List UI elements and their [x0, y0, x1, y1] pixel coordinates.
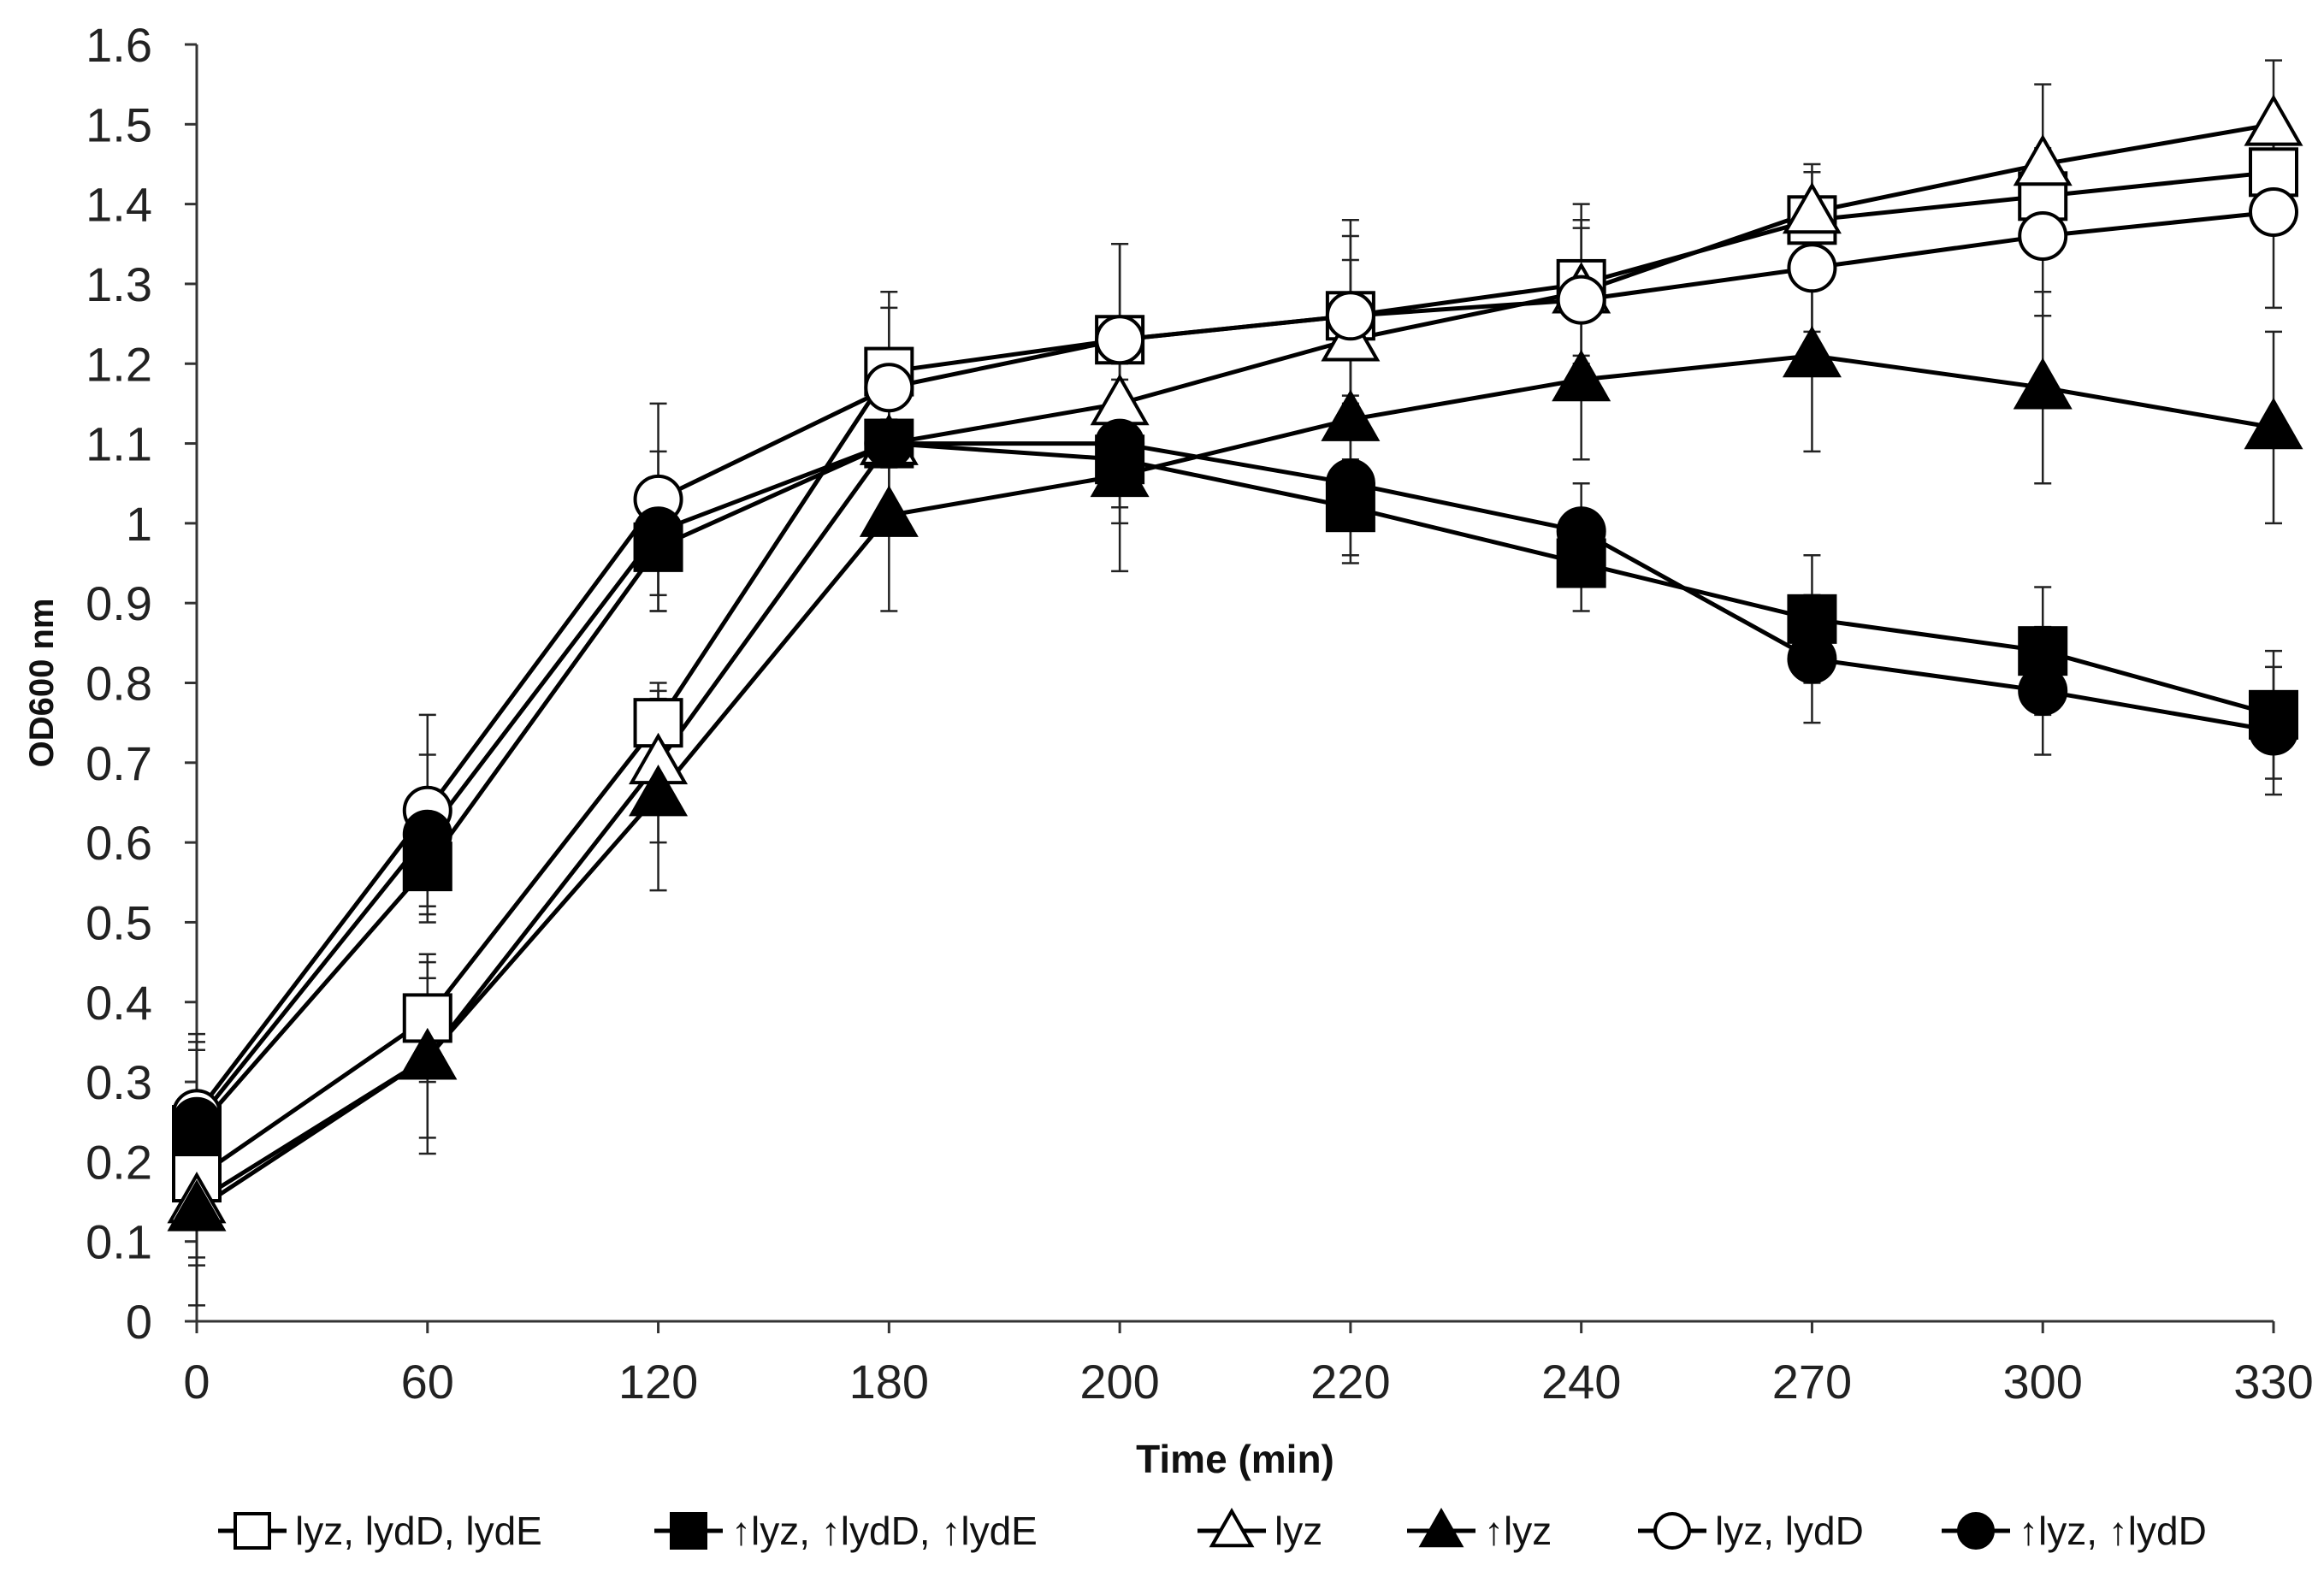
y-tick-label: 1.5 — [86, 97, 152, 151]
data-point-marker — [1787, 243, 1837, 293]
x-axis-title: Time (min) — [1136, 1437, 1334, 1481]
chart-ticks: 0 0.1 0.2 0.3 0.4 0.5 0.6 0.7 0.8 0.9 1 1.1 1.2 1.3 1.… — [86, 18, 2314, 1409]
y-tick-label: 0.3 — [86, 1055, 152, 1109]
x-tick-label: 200 — [1079, 1355, 1159, 1409]
legend-marker — [670, 1512, 707, 1550]
legend-item: ↑lyz, ↑lydD — [1942, 1509, 2207, 1553]
data-point-marker — [1556, 506, 1606, 557]
y-tick-label: 0.1 — [86, 1215, 152, 1269]
data-point-marker — [2249, 706, 2298, 756]
legend-item: ↑lyz — [1407, 1507, 1552, 1553]
data-point-marker — [2244, 397, 2303, 450]
legend-marker — [234, 1512, 271, 1550]
data-point-marker — [1095, 418, 1145, 469]
x-tick-label: 220 — [1310, 1355, 1390, 1409]
data-point-marker — [167, 1179, 227, 1231]
legend-marker — [1653, 1512, 1691, 1550]
legend-marker — [1209, 1507, 1255, 1548]
chart-legend: lyz, lydD, lydE ↑lyz, ↑lydD, ↑lydE lyz ↑lyz… — [218, 1507, 2207, 1553]
data-point-marker — [1325, 291, 1375, 341]
x-tick-label: 270 — [1772, 1355, 1852, 1409]
x-tick-label: 180 — [849, 1355, 929, 1409]
y-tick-label: 1.1 — [86, 417, 152, 471]
data-point-marker — [2018, 665, 2068, 716]
data-point-marker — [2013, 357, 2073, 410]
data-point-marker — [172, 1096, 222, 1147]
data-point-marker — [1321, 389, 1381, 441]
legend-item: ↑lyz, ↑lydD, ↑lydE — [654, 1509, 1038, 1553]
chart-markers — [167, 94, 2303, 1231]
legend-item: lyz — [1197, 1507, 1322, 1553]
chart-series-lines — [195, 121, 2274, 1212]
data-point-marker — [402, 993, 452, 1043]
legend-label: ↑lyz, ↑lydD, ↑lydE — [731, 1509, 1038, 1553]
y-tick-label: 0.4 — [86, 976, 152, 1030]
data-point-marker — [1095, 315, 1145, 365]
y-tick-label: 0.9 — [86, 576, 152, 630]
data-point-marker — [633, 506, 683, 557]
data-point-marker — [1552, 349, 1611, 402]
y-axis-title: OD600 nm — [23, 599, 61, 768]
series-line — [195, 169, 2274, 1180]
y-tick-label: 1.2 — [86, 337, 152, 391]
data-point-marker — [402, 809, 452, 859]
legend-item: lyz, lydD — [1638, 1509, 1864, 1553]
legend-label: lyz — [1274, 1509, 1322, 1553]
y-tick-label: 1 — [126, 497, 152, 551]
data-point-marker — [864, 363, 914, 413]
y-tick-label: 0 — [126, 1295, 152, 1349]
data-point-marker — [1782, 181, 1842, 234]
legend-marker — [1957, 1512, 1995, 1550]
y-tick-label: 0.6 — [86, 816, 152, 870]
legend-label: ↑lyz, ↑lydD — [2019, 1509, 2207, 1553]
x-tick-label: 330 — [2233, 1355, 2313, 1409]
data-point-marker — [1787, 634, 1837, 684]
data-point-marker — [859, 485, 919, 537]
x-tick-label: 0 — [183, 1355, 210, 1409]
data-point-marker — [629, 765, 689, 817]
legend-label: lyz, lydD, lydE — [295, 1509, 542, 1553]
legend-label: lyz, lydD — [1715, 1509, 1864, 1553]
data-point-marker — [2013, 133, 2073, 186]
legend-marker — [1418, 1507, 1464, 1548]
data-point-marker — [1782, 325, 1842, 378]
data-point-marker — [2249, 186, 2298, 237]
y-tick-label: 0.5 — [86, 895, 152, 949]
y-tick-label: 1.4 — [86, 178, 152, 232]
x-tick-label: 60 — [401, 1355, 454, 1409]
data-point-marker — [1325, 458, 1375, 509]
x-tick-label: 240 — [1541, 1355, 1621, 1409]
legend-label: ↑lyz — [1484, 1509, 1552, 1553]
data-point-marker — [398, 1027, 458, 1080]
y-tick-label: 0.2 — [86, 1135, 152, 1189]
y-tick-label: 1.3 — [86, 257, 152, 311]
y-tick-label: 1.6 — [86, 18, 152, 72]
series-line — [195, 121, 2274, 1204]
series-line — [195, 353, 2274, 1212]
data-point-marker — [1090, 445, 1150, 498]
y-tick-label: 0.8 — [86, 657, 152, 711]
x-tick-label: 120 — [618, 1355, 698, 1409]
series-line — [195, 441, 2274, 1124]
chart-axes — [195, 44, 2274, 1323]
series-line — [195, 210, 2274, 1115]
y-tick-label: 0.7 — [86, 736, 152, 790]
data-point-marker — [864, 418, 914, 469]
legend-item: lyz, lydD, lydE — [218, 1509, 542, 1553]
data-point-marker — [2244, 94, 2303, 146]
data-point-marker — [1556, 275, 1606, 325]
data-point-marker — [2018, 210, 2068, 261]
x-tick-label: 300 — [2003, 1355, 2083, 1409]
series-line — [195, 441, 2274, 1131]
